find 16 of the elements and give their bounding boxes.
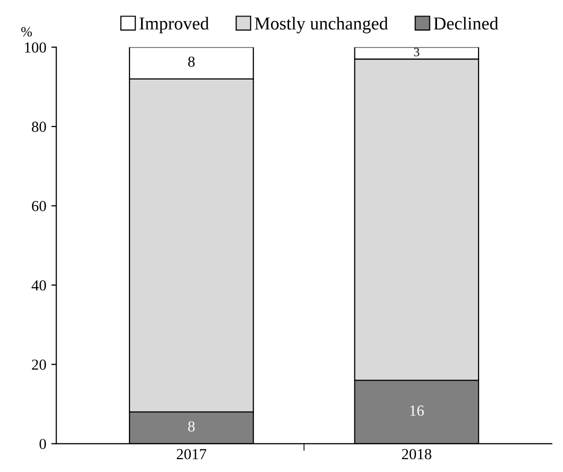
y-tick-label: 60 [32, 200, 46, 212]
legend-label: Declined [434, 16, 498, 30]
y-tick-label: 100 [25, 42, 46, 53]
y-tick-label: 0 [40, 438, 46, 450]
y-tick-label: 20 [32, 360, 46, 370]
y-tick-label: 40 [32, 280, 46, 291]
x-tick-label: 2017 [176, 448, 206, 460]
x-tick-label: 2018 [402, 448, 432, 460]
data-label: 3 [414, 48, 420, 56]
y-tick-label: 80 [32, 122, 46, 132]
y-axis-title: % [21, 27, 32, 36]
data-label: 8 [188, 421, 195, 432]
data-label: 16 [410, 406, 424, 416]
data-label: 8 [188, 56, 195, 67]
legend-label: Mostly unchanged [254, 16, 388, 34]
legend-label: Improved [140, 16, 209, 34]
